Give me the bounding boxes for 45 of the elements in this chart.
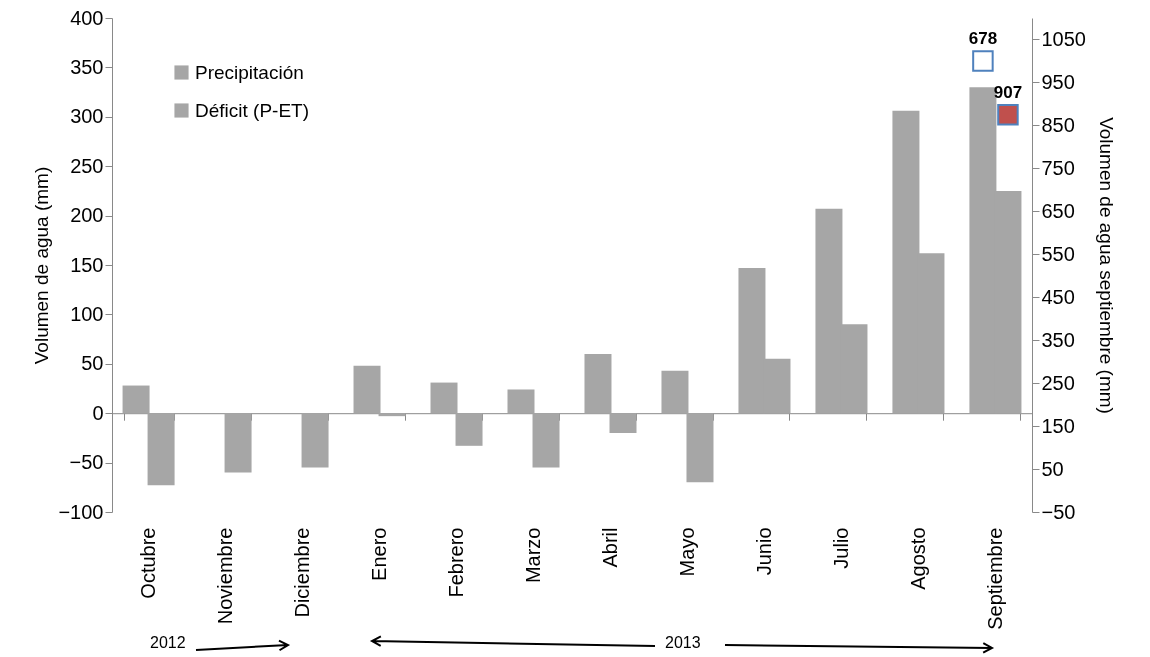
bar bbox=[301, 413, 329, 468]
x-tick-label: Octubre bbox=[137, 527, 160, 599]
y2-tick-label: 350 bbox=[1041, 328, 1075, 351]
y-tick-label: 50 bbox=[81, 352, 104, 375]
y-tick-label: 0 bbox=[92, 401, 104, 424]
text: 2012 bbox=[150, 634, 186, 652]
x-tick-label: Abril bbox=[598, 527, 621, 568]
x-tick-label: Diciembre bbox=[291, 527, 314, 618]
y-tick-label: 400 bbox=[70, 6, 104, 29]
y2-tick-label: 50 bbox=[1041, 457, 1064, 480]
x-tick-label: Agosto bbox=[906, 527, 929, 590]
y-axis-title: Volumen de agua (mm) bbox=[31, 166, 53, 365]
x-tick-label: Noviembre bbox=[214, 527, 237, 625]
y-tick-label: 250 bbox=[70, 154, 104, 177]
y-tick-label: 350 bbox=[70, 55, 104, 78]
text: 2013 bbox=[665, 634, 701, 652]
y2-tick-label: 950 bbox=[1041, 70, 1075, 93]
legend-label: Precipitación bbox=[195, 61, 304, 83]
x-tick-label: Septiembre bbox=[983, 527, 1006, 630]
y2-tick-label: 650 bbox=[1041, 199, 1075, 222]
y2-tick-label: 750 bbox=[1041, 156, 1075, 179]
bar bbox=[224, 413, 252, 473]
annotation: 907 bbox=[993, 82, 1023, 102]
y-tick-label: 150 bbox=[70, 253, 104, 276]
x-tick-label: Febrero bbox=[445, 527, 468, 598]
y-tick-label: −100 bbox=[58, 500, 104, 523]
x-tick-label: Mayo bbox=[675, 527, 698, 577]
y2-tick-label: 850 bbox=[1041, 113, 1075, 136]
y2-axis-title: Volumen de agua septiembre (mm) bbox=[1095, 117, 1117, 414]
y2-tick-label: 450 bbox=[1041, 285, 1075, 308]
y2-tick-label: 150 bbox=[1041, 414, 1075, 437]
annotation: 678 bbox=[968, 28, 998, 48]
x-tick-label: Enero bbox=[368, 527, 391, 581]
y-tick-label: 300 bbox=[70, 105, 104, 128]
y-tick-label: 200 bbox=[70, 204, 104, 227]
x-tick-label: Junio bbox=[752, 527, 775, 576]
y-tick-label: −50 bbox=[69, 451, 104, 474]
x-tick-label: Marzo bbox=[522, 527, 545, 584]
y2-tick-label: 250 bbox=[1041, 371, 1075, 394]
y-tick-label: 100 bbox=[70, 302, 104, 325]
legend-label: Déficit (P-ET) bbox=[195, 99, 309, 121]
y2-tick-label: 1050 bbox=[1041, 27, 1086, 50]
y2-tick-label: 550 bbox=[1041, 242, 1075, 265]
x-tick-label: Julio bbox=[829, 527, 852, 569]
y2-tick-label: −50 bbox=[1041, 500, 1076, 523]
